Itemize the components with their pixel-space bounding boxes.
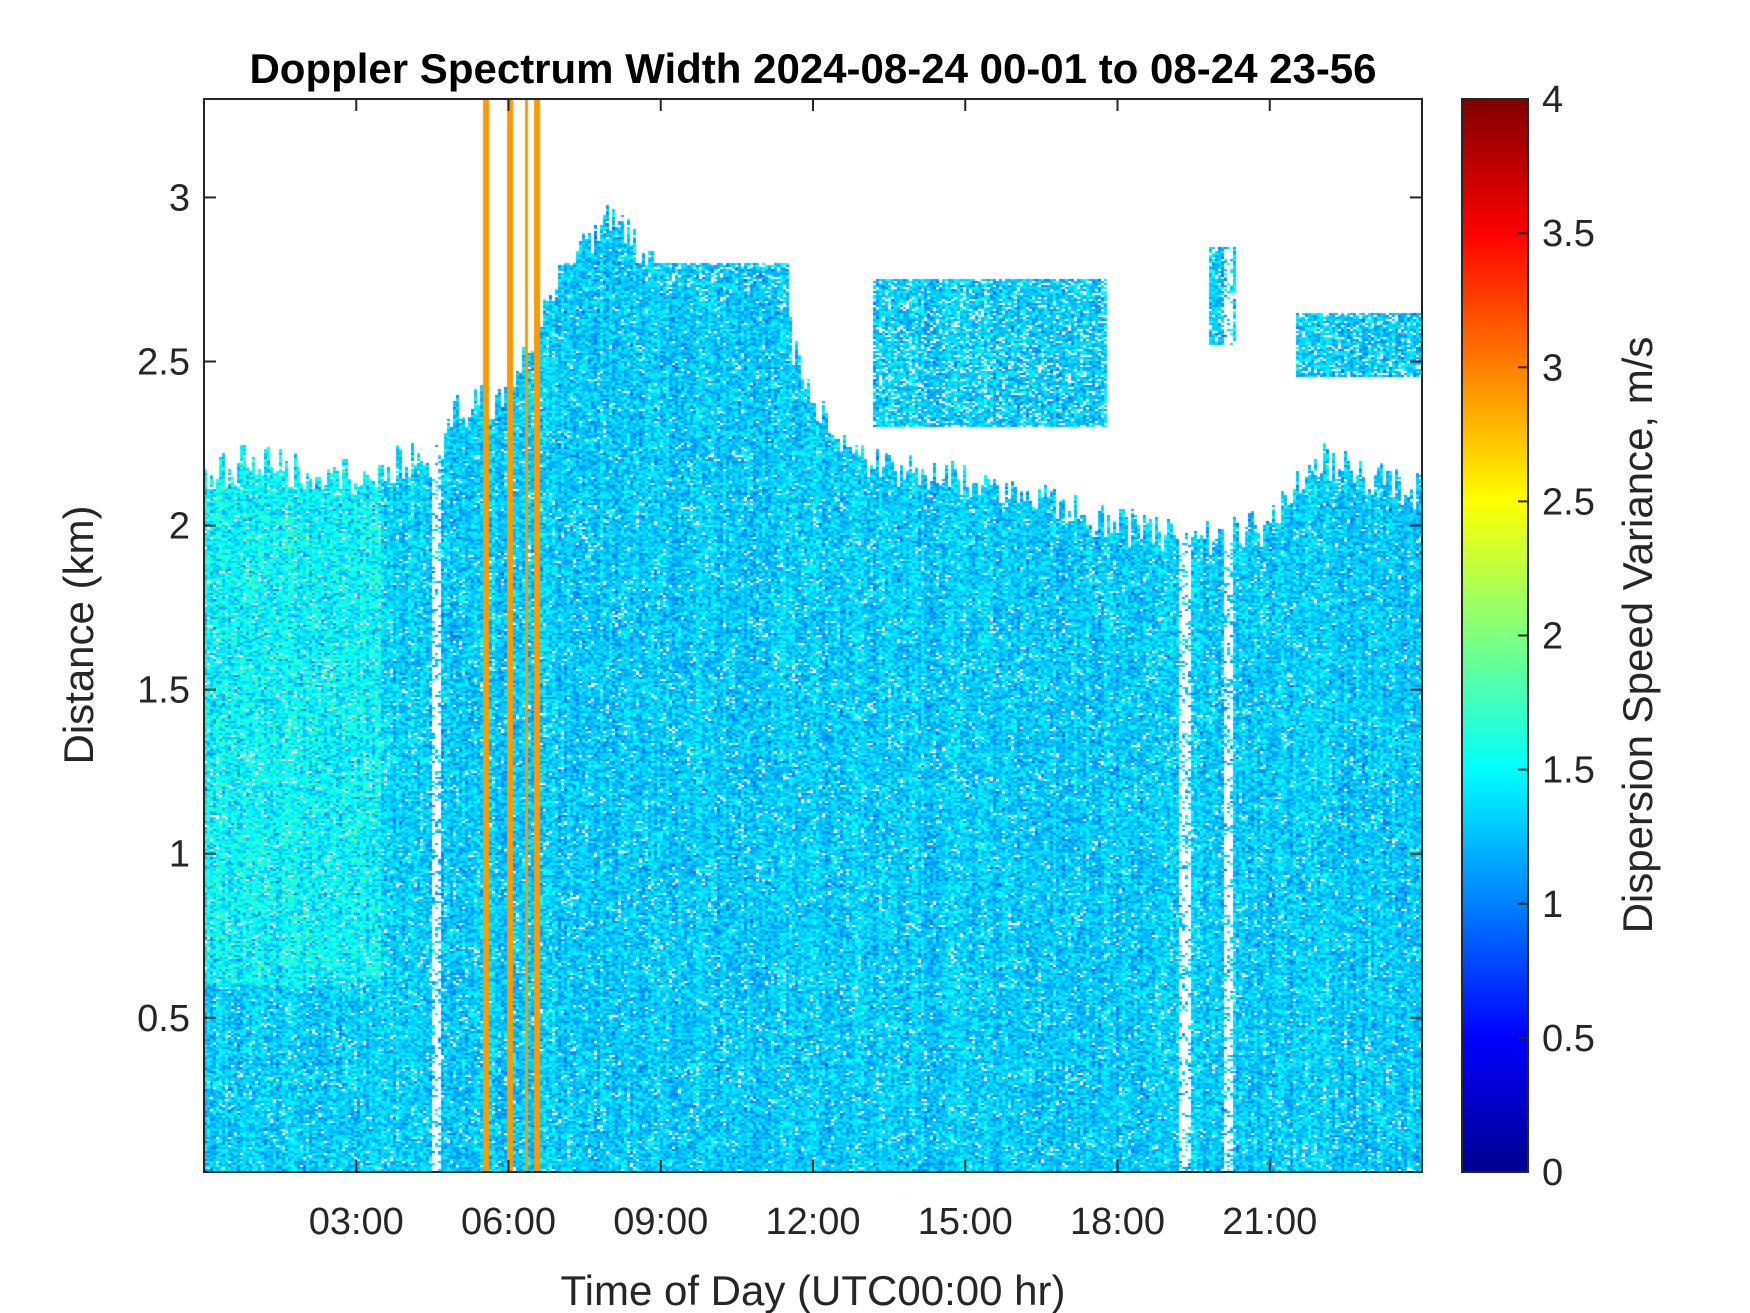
y-tick-label-4: 2.5 [137, 342, 190, 384]
x-tick-label-3: 12:00 [765, 1201, 860, 1243]
y-axis-ticks: 0.5 1 1.5 2 2.5 3 [137, 177, 1422, 1040]
chart-title: Doppler Spectrum Width 2024-08-24 00-01 … [249, 45, 1376, 92]
y-tick-label-3: 2 [169, 506, 190, 548]
y-tick-label-2: 1.5 [137, 670, 190, 712]
colorbar-gradient [1461, 98, 1529, 1173]
colorbar-tick-label-1: 0.5 [1542, 1018, 1595, 1060]
y-tick-label-1: 1 [169, 834, 190, 876]
y-tick-label-0: 0.5 [137, 998, 190, 1040]
x-tick-label-6: 21:00 [1222, 1201, 1317, 1243]
y-tick-label-5: 3 [169, 177, 190, 219]
colorbar-tick-label-5: 2.5 [1542, 481, 1595, 523]
colorbar-tick-label-7: 3.5 [1542, 213, 1595, 255]
colorbar-tick-label-3: 1.5 [1542, 750, 1595, 792]
x-axis-ticks: 03:00 06:00 09:00 12:00 15:00 18:00 21:00 [309, 99, 1317, 1243]
x-tick-label-1: 06:00 [461, 1201, 556, 1243]
x-tick-label-4: 15:00 [918, 1201, 1013, 1243]
y-axis-label: Distance (km) [55, 505, 102, 764]
colorbar-label: Dispersion Speed Variance, m/s [1614, 337, 1661, 934]
plot-area: 03:00 06:00 09:00 12:00 15:00 18:00 21:00 0.5 1… [137, 98, 1423, 1243]
colorbar-tick-label-8: 4 [1542, 79, 1563, 121]
x-tick-label-2: 09:00 [613, 1201, 708, 1243]
x-tick-label-0: 03:00 [309, 1201, 404, 1243]
colorbar-tick-label-6: 3 [1542, 347, 1563, 389]
colorbar-tick-label-0: 0 [1542, 1152, 1563, 1194]
heatmap-image [204, 99, 1422, 1172]
x-tick-label-5: 18:00 [1070, 1201, 1165, 1243]
colorbar: 0 0.5 1 1.5 2 2.5 3 3.5 4 Dispersion Speed Varia… [1461, 79, 1661, 1194]
colorbar-ticks: 0 0.5 1 1.5 2 2.5 3 3.5 4 [1518, 79, 1595, 1194]
x-axis-label: Time of Day (UTC00:00 hr) [561, 1267, 1066, 1313]
colorbar-tick-label-4: 2 [1542, 616, 1563, 658]
colorbar-tick-label-2: 1 [1542, 884, 1563, 926]
